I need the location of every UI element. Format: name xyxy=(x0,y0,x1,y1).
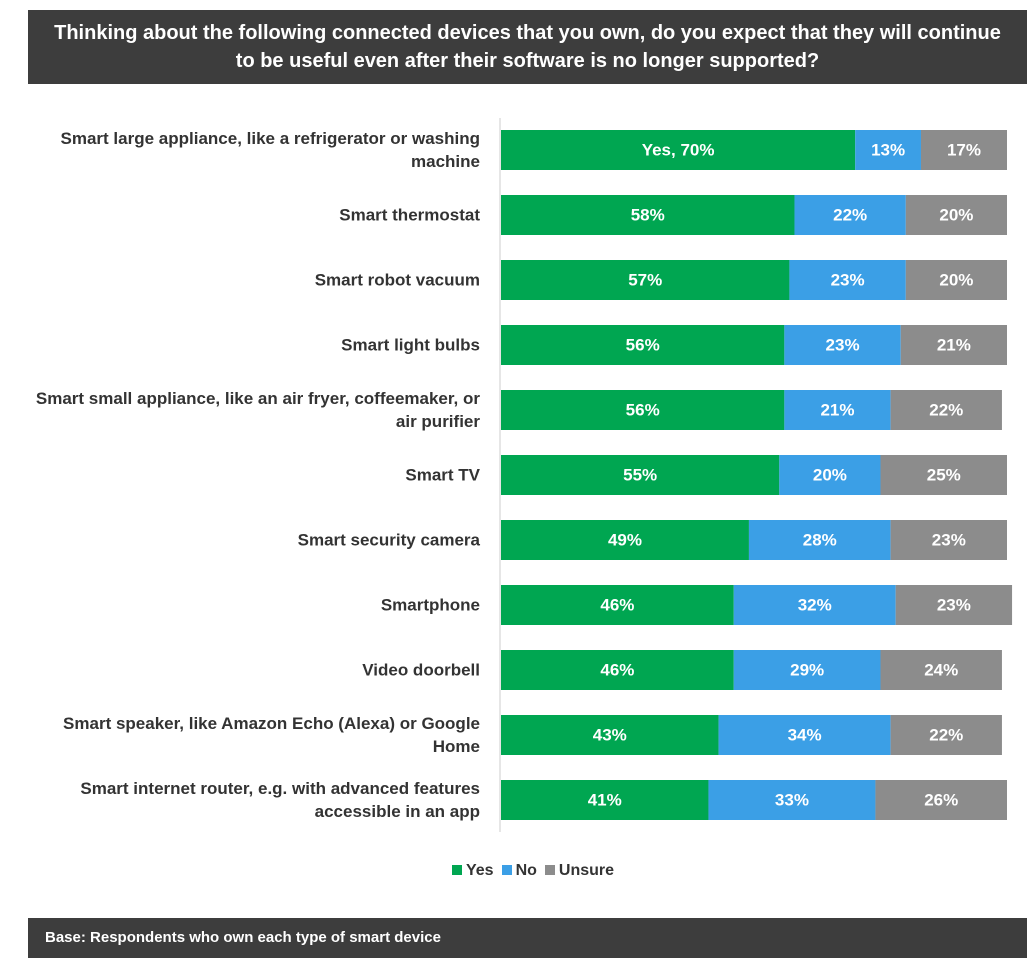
legend-swatch xyxy=(544,865,555,875)
category-label: Smart security camera xyxy=(297,530,480,550)
legend-label: Unsure xyxy=(558,862,615,879)
bar-segment xyxy=(501,585,734,625)
value-label: 25% xyxy=(927,465,961,484)
value-label: 26% xyxy=(924,790,958,809)
value-label: 28% xyxy=(803,530,837,549)
category-label: Smartphone xyxy=(380,595,480,615)
value-label: 46% xyxy=(600,660,634,679)
value-label: Yes, 70% xyxy=(642,140,715,159)
bar-segment xyxy=(718,715,891,755)
value-label: 29% xyxy=(790,660,824,679)
legend: Yes No Unsure xyxy=(0,862,1029,880)
category-label: Smart robot vacuum xyxy=(314,270,480,290)
value-label: 58% xyxy=(631,205,665,224)
category-label: Smart internet router, e.g. with advance… xyxy=(80,779,480,821)
legend-label: Yes xyxy=(465,862,494,879)
value-label: 17% xyxy=(947,140,981,159)
bar-segment xyxy=(875,780,1007,820)
value-label: 46% xyxy=(600,595,634,614)
bar-segment xyxy=(733,585,896,625)
bar-segment xyxy=(855,130,921,170)
bar-segment xyxy=(501,650,734,690)
value-label: 21% xyxy=(820,400,854,419)
bar-segment xyxy=(880,455,1007,495)
value-label: 23% xyxy=(937,595,971,614)
value-label: 24% xyxy=(924,660,958,679)
bar-segment xyxy=(501,195,795,235)
legend-swatch xyxy=(501,865,512,875)
bar-segment xyxy=(895,585,1013,625)
legend-label: No xyxy=(515,862,537,879)
bar-segment xyxy=(890,520,1007,560)
bar-segment xyxy=(880,650,1002,690)
value-label: 55% xyxy=(623,465,657,484)
bar-segment xyxy=(890,390,1002,430)
bar-segment xyxy=(501,130,856,170)
value-label: 23% xyxy=(932,530,966,549)
value-label: 22% xyxy=(929,400,963,419)
value-label: 49% xyxy=(608,530,642,549)
bar-segment xyxy=(501,455,780,495)
value-label: 22% xyxy=(929,725,963,744)
bar-segment xyxy=(501,780,709,820)
bar-segment xyxy=(784,390,891,430)
bar-segment xyxy=(708,780,876,820)
value-label: 56% xyxy=(626,400,660,419)
value-label: 20% xyxy=(939,270,973,289)
value-label: 23% xyxy=(831,270,865,289)
bar-segment xyxy=(905,260,1007,300)
legend-item: No xyxy=(501,862,537,880)
value-label: 56% xyxy=(626,335,660,354)
category-label: Smart light bulbs xyxy=(341,335,480,355)
value-label: 20% xyxy=(939,205,973,224)
bar-segment xyxy=(748,520,891,560)
bar-segment xyxy=(890,715,1002,755)
chart-title: Thinking about the following connected d… xyxy=(28,10,1027,84)
category-label: Smart TV xyxy=(405,465,480,485)
category-label: Smart small appliance, like an air fryer… xyxy=(35,389,480,431)
value-label: 20% xyxy=(813,465,847,484)
value-label: 43% xyxy=(593,725,627,744)
bar-segment xyxy=(789,260,906,300)
base-note: Base: Respondents who own each type of s… xyxy=(28,918,1027,958)
value-label: 34% xyxy=(788,725,822,744)
bar-segment xyxy=(905,195,1007,235)
bar-segment xyxy=(920,130,1007,170)
value-label: 21% xyxy=(937,335,971,354)
legend-swatch xyxy=(451,865,462,875)
category-label: Smart thermostat xyxy=(339,205,480,225)
legend-item: Unsure xyxy=(544,862,615,880)
bar-segment xyxy=(501,520,749,560)
value-label: 33% xyxy=(775,790,809,809)
bar-segment xyxy=(779,455,881,495)
category-label: Smart speaker, like Amazon Echo (Alexa) … xyxy=(63,714,480,756)
bar-segment xyxy=(784,325,901,365)
value-label: 41% xyxy=(588,790,622,809)
value-label: 23% xyxy=(826,335,860,354)
value-label: 13% xyxy=(871,140,905,159)
bar-segment xyxy=(501,260,790,300)
bar-segment xyxy=(794,195,906,235)
bar-segment xyxy=(501,715,719,755)
bar-segment xyxy=(501,325,785,365)
category-label: Video doorbell xyxy=(362,660,480,680)
value-label: 32% xyxy=(798,595,832,614)
value-label: 57% xyxy=(628,270,662,289)
value-label: 22% xyxy=(833,205,867,224)
bar-segment xyxy=(733,650,881,690)
bar-segment xyxy=(501,390,785,430)
category-label: Smart large appliance, like a refrigerat… xyxy=(60,129,480,171)
legend-item: Yes xyxy=(451,862,494,880)
bar-segment xyxy=(900,325,1007,365)
